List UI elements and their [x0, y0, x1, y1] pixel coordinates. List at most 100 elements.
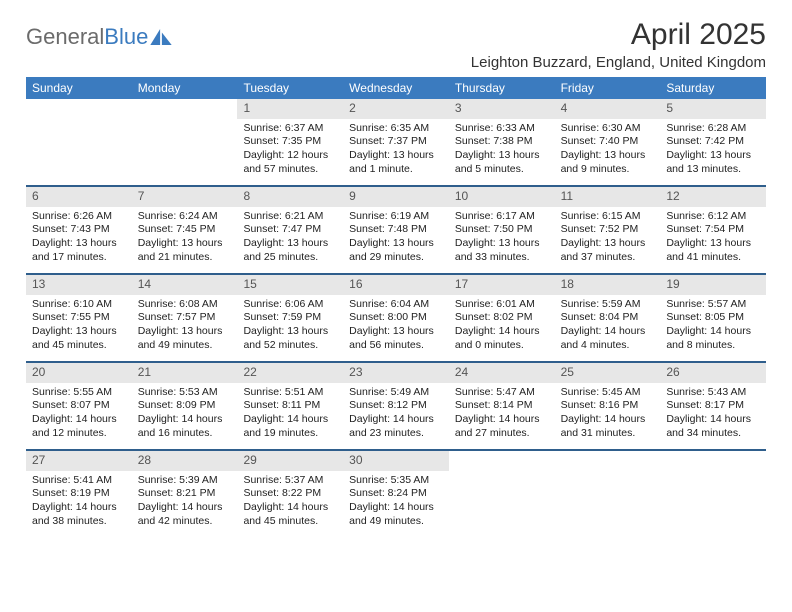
day-details: Sunrise: 5:41 AMSunset: 8:19 PMDaylight:… [26, 471, 132, 533]
weekday-header: Sunday [26, 77, 132, 99]
day-number: 17 [449, 275, 555, 295]
day-number [132, 99, 238, 103]
daylight-line: Daylight: 13 hours and 5 minutes. [455, 149, 549, 176]
day-details: Sunrise: 5:35 AMSunset: 8:24 PMDaylight:… [343, 471, 449, 533]
day-cell: 13Sunrise: 6:10 AMSunset: 7:55 PMDayligh… [26, 275, 132, 361]
day-number: 9 [343, 187, 449, 207]
day-cell: 18Sunrise: 5:59 AMSunset: 8:04 PMDayligh… [555, 275, 661, 361]
daylight-line: Daylight: 13 hours and 45 minutes. [32, 325, 126, 352]
day-number: 4 [555, 99, 661, 119]
day-details: Sunrise: 6:10 AMSunset: 7:55 PMDaylight:… [26, 295, 132, 357]
weeks-container: 1Sunrise: 6:37 AMSunset: 7:35 PMDaylight… [26, 99, 766, 537]
day-cell: 27Sunrise: 5:41 AMSunset: 8:19 PMDayligh… [26, 451, 132, 537]
weekday-header: Friday [555, 77, 661, 99]
day-cell: 25Sunrise: 5:45 AMSunset: 8:16 PMDayligh… [555, 363, 661, 449]
day-details: Sunrise: 6:12 AMSunset: 7:54 PMDaylight:… [660, 207, 766, 269]
day-cell: 22Sunrise: 5:51 AMSunset: 8:11 PMDayligh… [237, 363, 343, 449]
day-cell: 6Sunrise: 6:26 AMSunset: 7:43 PMDaylight… [26, 187, 132, 273]
day-number: 14 [132, 275, 238, 295]
day-details: Sunrise: 6:15 AMSunset: 7:52 PMDaylight:… [555, 207, 661, 269]
day-number: 23 [343, 363, 449, 383]
sunset-line: Sunset: 8:05 PM [666, 311, 760, 325]
day-number [26, 99, 132, 103]
daylight-line: Daylight: 13 hours and 21 minutes. [138, 237, 232, 264]
sunrise-line: Sunrise: 5:41 AM [32, 474, 126, 488]
month-title: April 2025 [471, 18, 766, 52]
day-number: 30 [343, 451, 449, 471]
week-row: 27Sunrise: 5:41 AMSunset: 8:19 PMDayligh… [26, 449, 766, 537]
sunset-line: Sunset: 7:54 PM [666, 223, 760, 237]
day-details: Sunrise: 5:57 AMSunset: 8:05 PMDaylight:… [660, 295, 766, 357]
day-details: Sunrise: 5:49 AMSunset: 8:12 PMDaylight:… [343, 383, 449, 445]
daylight-line: Daylight: 13 hours and 49 minutes. [138, 325, 232, 352]
sunset-line: Sunset: 7:57 PM [138, 311, 232, 325]
day-number: 11 [555, 187, 661, 207]
sunset-line: Sunset: 7:35 PM [243, 135, 337, 149]
sunrise-line: Sunrise: 5:37 AM [243, 474, 337, 488]
daylight-line: Daylight: 13 hours and 25 minutes. [243, 237, 337, 264]
brand-logo: GeneralBlue [26, 18, 172, 50]
sunrise-line: Sunrise: 5:49 AM [349, 386, 443, 400]
daylight-line: Daylight: 13 hours and 17 minutes. [32, 237, 126, 264]
sunrise-line: Sunrise: 6:04 AM [349, 298, 443, 312]
day-cell: 5Sunrise: 6:28 AMSunset: 7:42 PMDaylight… [660, 99, 766, 185]
day-details: Sunrise: 5:51 AMSunset: 8:11 PMDaylight:… [237, 383, 343, 445]
day-cell: 30Sunrise: 5:35 AMSunset: 8:24 PMDayligh… [343, 451, 449, 537]
sunrise-line: Sunrise: 6:24 AM [138, 210, 232, 224]
day-cell: 29Sunrise: 5:37 AMSunset: 8:22 PMDayligh… [237, 451, 343, 537]
day-details: Sunrise: 6:08 AMSunset: 7:57 PMDaylight:… [132, 295, 238, 357]
sunrise-line: Sunrise: 6:26 AM [32, 210, 126, 224]
week-row: 20Sunrise: 5:55 AMSunset: 8:07 PMDayligh… [26, 361, 766, 449]
logo-text-gray: General [26, 24, 104, 50]
sunset-line: Sunset: 8:19 PM [32, 487, 126, 501]
day-cell: 16Sunrise: 6:04 AMSunset: 8:00 PMDayligh… [343, 275, 449, 361]
day-details: Sunrise: 6:33 AMSunset: 7:38 PMDaylight:… [449, 119, 555, 181]
day-cell: 28Sunrise: 5:39 AMSunset: 8:21 PMDayligh… [132, 451, 238, 537]
day-number: 27 [26, 451, 132, 471]
day-number: 6 [26, 187, 132, 207]
sunset-line: Sunset: 8:21 PM [138, 487, 232, 501]
day-number: 13 [26, 275, 132, 295]
day-details: Sunrise: 5:55 AMSunset: 8:07 PMDaylight:… [26, 383, 132, 445]
day-cell: 11Sunrise: 6:15 AMSunset: 7:52 PMDayligh… [555, 187, 661, 273]
sunset-line: Sunset: 7:38 PM [455, 135, 549, 149]
day-cell: 23Sunrise: 5:49 AMSunset: 8:12 PMDayligh… [343, 363, 449, 449]
sunrise-line: Sunrise: 6:35 AM [349, 122, 443, 136]
sunset-line: Sunset: 8:12 PM [349, 399, 443, 413]
day-cell: 24Sunrise: 5:47 AMSunset: 8:14 PMDayligh… [449, 363, 555, 449]
calendar-page: GeneralBlue April 2025 Leighton Buzzard,… [0, 0, 792, 537]
day-cell: 19Sunrise: 5:57 AMSunset: 8:05 PMDayligh… [660, 275, 766, 361]
sunrise-line: Sunrise: 6:10 AM [32, 298, 126, 312]
day-cell: 12Sunrise: 6:12 AMSunset: 7:54 PMDayligh… [660, 187, 766, 273]
sunset-line: Sunset: 8:16 PM [561, 399, 655, 413]
day-details: Sunrise: 5:53 AMSunset: 8:09 PMDaylight:… [132, 383, 238, 445]
week-row: 1Sunrise: 6:37 AMSunset: 7:35 PMDaylight… [26, 99, 766, 185]
day-number: 19 [660, 275, 766, 295]
daylight-line: Daylight: 14 hours and 42 minutes. [138, 501, 232, 528]
sunset-line: Sunset: 8:11 PM [243, 399, 337, 413]
day-number: 7 [132, 187, 238, 207]
day-details: Sunrise: 6:37 AMSunset: 7:35 PMDaylight:… [237, 119, 343, 181]
sunset-line: Sunset: 7:42 PM [666, 135, 760, 149]
day-cell: 3Sunrise: 6:33 AMSunset: 7:38 PMDaylight… [449, 99, 555, 185]
day-number [660, 451, 766, 455]
sunset-line: Sunset: 7:50 PM [455, 223, 549, 237]
sunrise-line: Sunrise: 5:59 AM [561, 298, 655, 312]
weekday-header: Tuesday [237, 77, 343, 99]
day-cell: 15Sunrise: 6:06 AMSunset: 7:59 PMDayligh… [237, 275, 343, 361]
day-cell [132, 99, 238, 185]
day-cell: 14Sunrise: 6:08 AMSunset: 7:57 PMDayligh… [132, 275, 238, 361]
daylight-line: Daylight: 12 hours and 57 minutes. [243, 149, 337, 176]
sunrise-line: Sunrise: 5:53 AM [138, 386, 232, 400]
daylight-line: Daylight: 13 hours and 52 minutes. [243, 325, 337, 352]
day-number: 3 [449, 99, 555, 119]
day-number [449, 451, 555, 455]
day-cell [449, 451, 555, 537]
sunset-line: Sunset: 8:04 PM [561, 311, 655, 325]
logo-sail-icon [150, 29, 172, 45]
day-details: Sunrise: 6:30 AMSunset: 7:40 PMDaylight:… [555, 119, 661, 181]
sunrise-line: Sunrise: 5:39 AM [138, 474, 232, 488]
daylight-line: Daylight: 14 hours and 19 minutes. [243, 413, 337, 440]
sunset-line: Sunset: 7:52 PM [561, 223, 655, 237]
day-cell: 8Sunrise: 6:21 AMSunset: 7:47 PMDaylight… [237, 187, 343, 273]
